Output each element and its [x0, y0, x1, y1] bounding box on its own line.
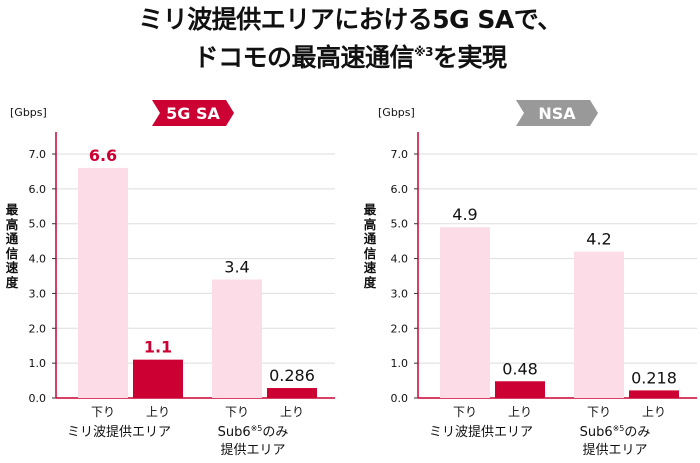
headline-footnote-mark: ※3 — [413, 45, 434, 59]
group-label: ミリ波提供エリア — [429, 424, 533, 440]
y-axis-label-right: 最高通信速度 — [363, 202, 377, 290]
data-label: 0.286 — [269, 366, 315, 385]
y-tick-label: 3.0 — [29, 287, 47, 300]
headline-line-2: ドコモの最高速通信※3を実現 — [0, 36, 700, 74]
x-tick-label: 下り — [453, 405, 477, 419]
y-tick-label: 6.0 — [29, 183, 47, 196]
y-tick-label: 3.0 — [391, 287, 409, 300]
badge-label: NSA — [538, 104, 576, 123]
data-label: 0.48 — [502, 359, 538, 378]
chart-2: [Gbps] NSA 0.0 1.0 2.0 3.0 4.0 5.0 6.0 7.0 4.9 下り 0.… — [378, 100, 697, 458]
group-label-line-2: 提供エリア — [582, 442, 647, 458]
download-bar — [440, 227, 490, 398]
group-label-footnote-mark: ※5 — [613, 424, 625, 433]
headline-line-1: ミリ波提供エリアにおける5G SAで、 — [138, 5, 562, 34]
y-tick-label: 4.0 — [29, 253, 47, 266]
group-label-footnote-mark: ※5 — [251, 424, 263, 433]
badge-shape — [516, 100, 598, 126]
upload-bar — [267, 388, 317, 398]
x-tick-label: 上り — [642, 405, 666, 419]
x-tick-label: 上り — [508, 405, 532, 419]
data-label: 4.2 — [586, 230, 611, 249]
badge-label: 5G SA — [166, 104, 220, 123]
y-tick-label: 5.0 — [29, 218, 47, 231]
y-axis-label-left: 最高通信速度 — [5, 202, 19, 290]
download-bar — [212, 279, 262, 398]
x-tick-label: 上り — [280, 405, 304, 419]
y-tick-label: 0.0 — [391, 392, 409, 405]
badge-shape — [152, 100, 234, 126]
group-label: Sub6※5のみ — [580, 424, 651, 440]
group-label-part: のみ — [624, 425, 650, 440]
y-tick-label: 2.0 — [391, 322, 409, 335]
download-bar — [574, 251, 624, 398]
group-label-part: Sub6 — [580, 425, 613, 440]
group-label-part: Sub6 — [218, 425, 251, 440]
data-label: 6.6 — [89, 146, 117, 165]
y-tick-label: 7.0 — [391, 148, 409, 161]
upload-bar — [495, 381, 545, 398]
headline-line-2-main: ドコモの最高速通信 — [193, 43, 414, 72]
data-label: 3.4 — [224, 257, 249, 276]
unit-label: [Gbps] — [378, 106, 415, 119]
y-tick-label: 4.0 — [391, 253, 409, 266]
data-label: 0.218 — [631, 368, 677, 387]
y-tick-label: 5.0 — [391, 218, 409, 231]
headline-line-2-end: を実現 — [433, 43, 507, 72]
x-tick-label: 下り — [587, 405, 611, 419]
data-label: 4.9 — [452, 205, 477, 224]
upload-bar — [133, 359, 183, 398]
x-tick-label: 下り — [225, 405, 249, 419]
y-tick-label: 1.0 — [29, 357, 47, 370]
group-label: Sub6※5のみ — [218, 424, 289, 440]
y-tick-label: 7.0 — [29, 148, 47, 161]
x-tick-label: 下り — [91, 405, 115, 419]
chart-1: [Gbps] 5G SA 0.0 1.0 2.0 3.0 4.0 5.0 6.0 7.0 6.6 下り… — [10, 100, 335, 458]
data-label: 1.1 — [144, 338, 172, 357]
upload-bar — [629, 390, 679, 398]
headline: ミリ波提供エリアにおける5G SAで、 ドコモの最高速通信※3を実現 — [0, 4, 700, 74]
y-tick-label: 0.0 — [29, 392, 47, 405]
y-tick-label: 6.0 — [391, 183, 409, 196]
group-label-line-2: 提供エリア — [220, 442, 285, 458]
group-label: ミリ波提供エリア — [67, 424, 171, 440]
download-bar — [78, 167, 128, 398]
y-tick-label: 1.0 — [391, 357, 409, 370]
y-tick-label: 2.0 — [29, 322, 47, 335]
unit-label: [Gbps] — [10, 106, 47, 119]
x-tick-label: 上り — [146, 405, 170, 419]
group-label-part: のみ — [262, 425, 288, 440]
